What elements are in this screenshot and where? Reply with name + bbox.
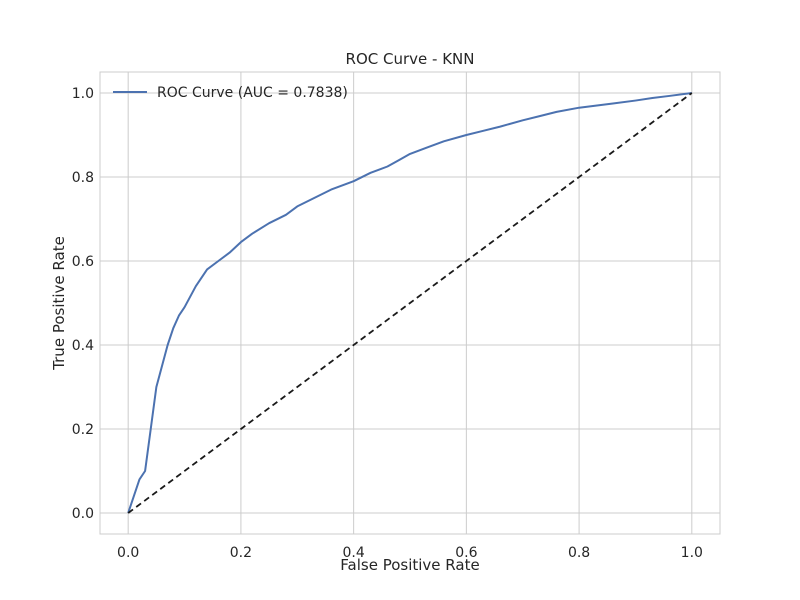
roc-curve-line (127, 92, 692, 514)
x-tick-label: 0.2 (230, 545, 252, 561)
y-axis-label: True Positive Rate (50, 236, 68, 371)
y-tick-label: 0.0 (72, 506, 94, 522)
x-tick-label: 1.0 (681, 545, 703, 561)
plot-frame (99, 71, 721, 535)
x-tick-label: 0.0 (117, 545, 139, 561)
y-tick-label: 0.4 (72, 338, 94, 354)
y-tick-label: 0.6 (72, 254, 94, 270)
x-tick-label: 0.4 (343, 545, 365, 561)
series-layer (127, 92, 693, 514)
grid-layer (100, 72, 720, 534)
legend-label: ROC Curve (AUC = 0.7838) (157, 85, 348, 101)
y-tick-label: 1.0 (72, 86, 94, 102)
chart-title: ROC Curve - KNN (346, 50, 475, 68)
x-tick-label: 0.6 (455, 545, 477, 561)
tick-layer: 0.0 0.2 0.4 0.6 0.8 1.0 0.0 0.2 0.4 0.6 0.8 1.0 (72, 86, 703, 561)
x-tick-label: 0.8 (568, 545, 590, 561)
x-axis-label: False Positive Rate (340, 556, 479, 574)
y-tick-label: 0.8 (72, 170, 94, 186)
y-tick-label: 0.2 (72, 422, 94, 438)
chance-diagonal-line (127, 92, 693, 514)
legend: ROC Curve (AUC = 0.7838) (113, 85, 348, 101)
